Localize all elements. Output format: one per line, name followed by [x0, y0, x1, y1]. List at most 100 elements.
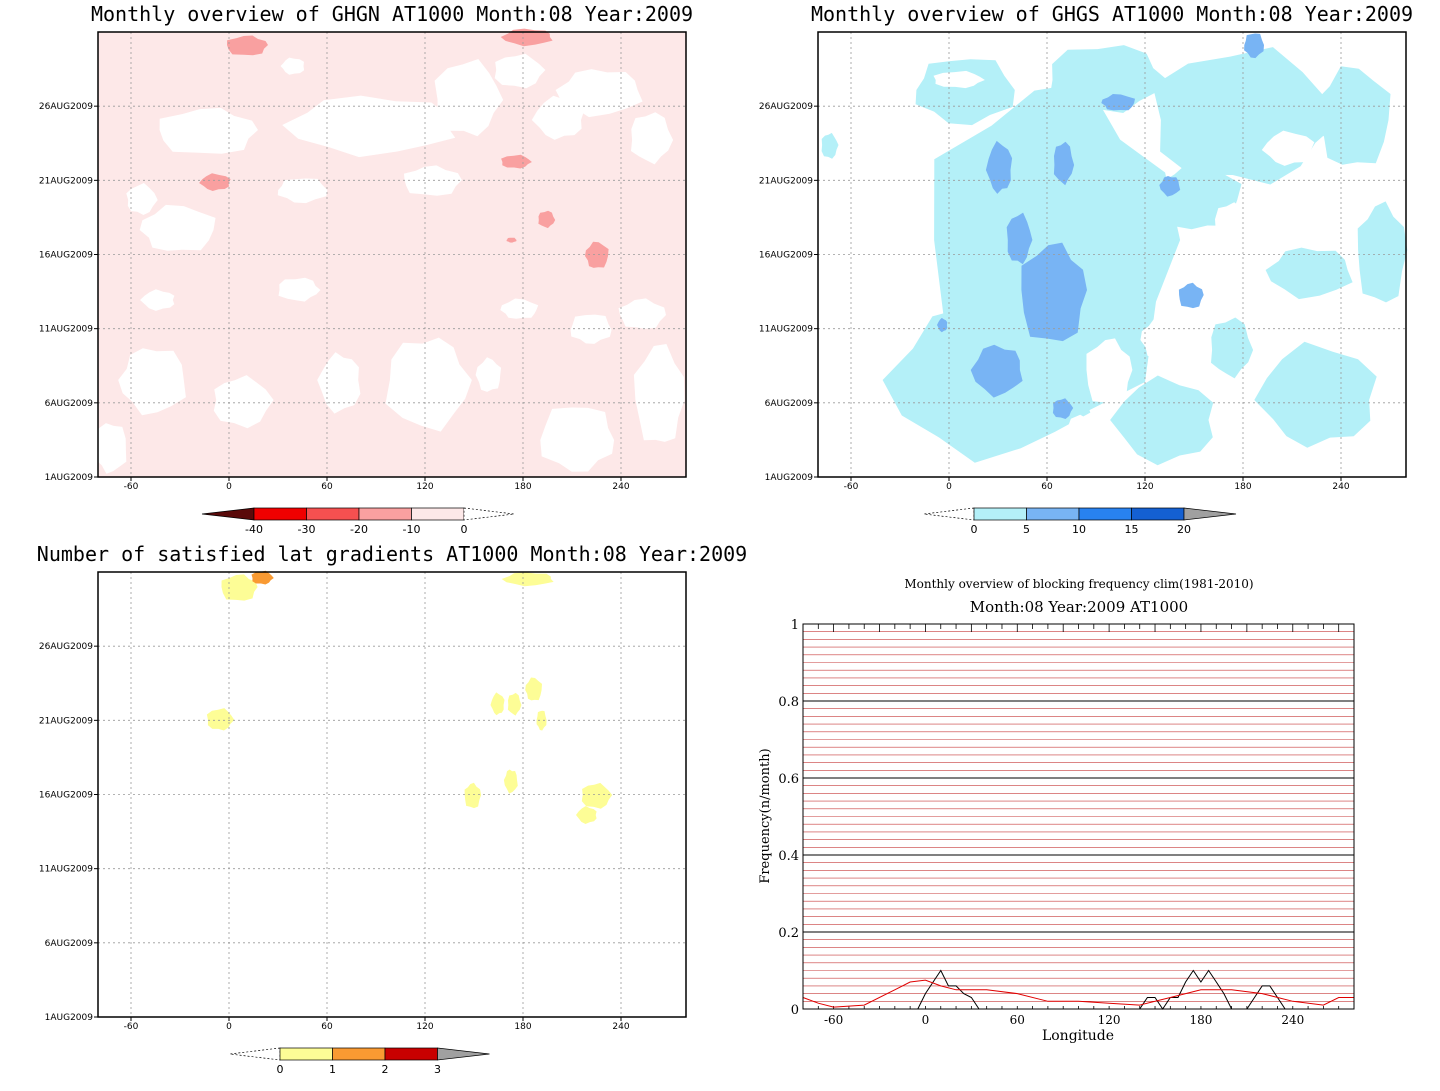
y-tick-label: 21AUG2009 — [759, 176, 813, 186]
value-1-region — [221, 574, 258, 601]
cyan-region — [821, 132, 839, 159]
y-tick-label: 16AUG2009 — [759, 251, 813, 261]
colorbar-label: -30 — [298, 523, 316, 536]
white-region — [633, 344, 685, 442]
white-region — [1060, 414, 1104, 468]
x-tick-label: 120 — [416, 482, 433, 492]
white-region — [618, 298, 666, 329]
x-tick-label: 60 — [321, 482, 333, 492]
x-tick-label: 240 — [612, 1022, 629, 1032]
y-tick-label: 11AUG2009 — [39, 325, 93, 335]
blue-region — [1006, 212, 1033, 265]
colorbar-cell — [279, 1047, 333, 1061]
colorbar-cell — [253, 507, 307, 521]
x-tick-label: 180 — [1234, 482, 1251, 492]
highlight-region — [585, 241, 609, 268]
y-tick-label: 26AUG2009 — [39, 102, 93, 112]
y-tick-label: 0.4 — [778, 849, 799, 864]
value-2-region — [251, 570, 274, 585]
y-tick-label: 21AUG2009 — [39, 716, 93, 726]
value-1-region — [525, 677, 542, 701]
highlight-region — [227, 35, 268, 56]
x-tick-label: -60 — [844, 482, 859, 492]
ghgs-plot-area: -60 0 60 120 180 240 1AUG2009 6AUG2009 11AUG2009… — [759, 31, 1408, 536]
colorbar-label: 0 — [461, 523, 468, 536]
y-tick-label: 1 — [791, 618, 799, 633]
colorbar-left-arrow — [923, 507, 975, 521]
white-region — [631, 112, 674, 165]
white-region — [540, 407, 615, 472]
lat-gradients-title: Number of satisfied lat gradients AT1000… — [37, 542, 747, 566]
colorbar-cell — [384, 1047, 438, 1061]
colorbar-label: 20 — [1177, 523, 1191, 536]
white-region — [500, 298, 539, 319]
x-tick-label: 60 — [1041, 482, 1053, 492]
x-tick-label: 240 — [1332, 482, 1349, 492]
x-tick-label: 0 — [226, 1022, 232, 1032]
colorbar-cell — [1026, 507, 1080, 521]
colorbar-label: 0 — [971, 523, 978, 536]
value-1-region — [576, 806, 597, 824]
plot-frame — [817, 31, 1407, 478]
white-region — [282, 95, 456, 158]
ghgs-panel: Monthly overview of GHGS AT1000 Month:08… — [759, 2, 1413, 536]
blue-region — [985, 140, 1013, 194]
white-region — [126, 183, 158, 215]
colorbar-label: -10 — [403, 523, 421, 536]
value-1-region — [507, 692, 522, 716]
highlight-region — [506, 237, 517, 243]
blue-region — [1159, 176, 1181, 197]
colorbar-label: -40 — [245, 523, 263, 536]
x-tick-label: 180 — [1189, 1013, 1212, 1027]
blocking-ylabel: Frequency(n/month) — [758, 748, 773, 883]
white-region — [1140, 317, 1183, 359]
blocking-frequency-panel: Monthly overview of blocking frequency c… — [758, 577, 1355, 1044]
white-region — [555, 69, 643, 118]
cyan-region — [1211, 317, 1254, 379]
white-region — [317, 352, 361, 414]
x-tick-label: 240 — [1281, 1013, 1304, 1027]
white-region — [278, 277, 321, 302]
white-region — [570, 314, 612, 344]
y-tick-label: 1AUG2009 — [45, 473, 94, 483]
highlight-region — [501, 154, 532, 169]
colorbar-cell — [973, 507, 1027, 521]
cyan-region — [1357, 201, 1408, 303]
blue-region — [1178, 282, 1204, 309]
white-region — [933, 70, 985, 89]
white-region — [277, 178, 328, 204]
x-tick-label: 60 — [321, 1022, 333, 1032]
ghgn-title: Monthly overview of GHGN AT1000 Month:08… — [91, 2, 693, 26]
x-tick-label: -60 — [124, 482, 139, 492]
series-line — [803, 969, 1354, 1010]
x-tick-label: 120 — [1098, 1013, 1121, 1027]
blue-region — [1021, 242, 1087, 342]
y-tick-label: 1AUG2009 — [45, 1013, 94, 1023]
x-tick-label: -60 — [824, 1013, 843, 1027]
white-region — [280, 57, 305, 75]
colorbar-label: -20 — [350, 523, 368, 536]
y-tick-label: 6AUG2009 — [45, 939, 94, 949]
x-tick-label: 180 — [514, 1022, 531, 1032]
y-tick-label: 26AUG2009 — [39, 642, 93, 652]
colorbar-label: 1 — [329, 1063, 336, 1076]
x-tick-label: 240 — [612, 482, 629, 492]
white-region — [139, 204, 216, 251]
x-tick-label: 120 — [1136, 482, 1153, 492]
white-region — [404, 165, 462, 196]
x-tick-label: 0 — [946, 482, 952, 492]
highlight-region — [538, 210, 556, 229]
cyan-region — [1049, 45, 1168, 113]
x-tick-label: 180 — [514, 482, 531, 492]
colorbar-cell — [1078, 507, 1132, 521]
y-tick-label: 0.6 — [778, 772, 799, 787]
plot-frame — [802, 623, 1355, 1010]
cyan-region — [1110, 375, 1214, 466]
white-region — [1214, 202, 1249, 255]
white-region — [140, 289, 175, 311]
colorbar-label: 10 — [1072, 523, 1086, 536]
x-tick-label: -60 — [124, 1022, 139, 1032]
colorbar-label: 2 — [382, 1063, 389, 1076]
blocking-plot-area: 0 0.2 0.4 0.6 0.8 1 -60 0 60 120 180 240 — [778, 618, 1355, 1027]
white-region — [118, 348, 186, 416]
